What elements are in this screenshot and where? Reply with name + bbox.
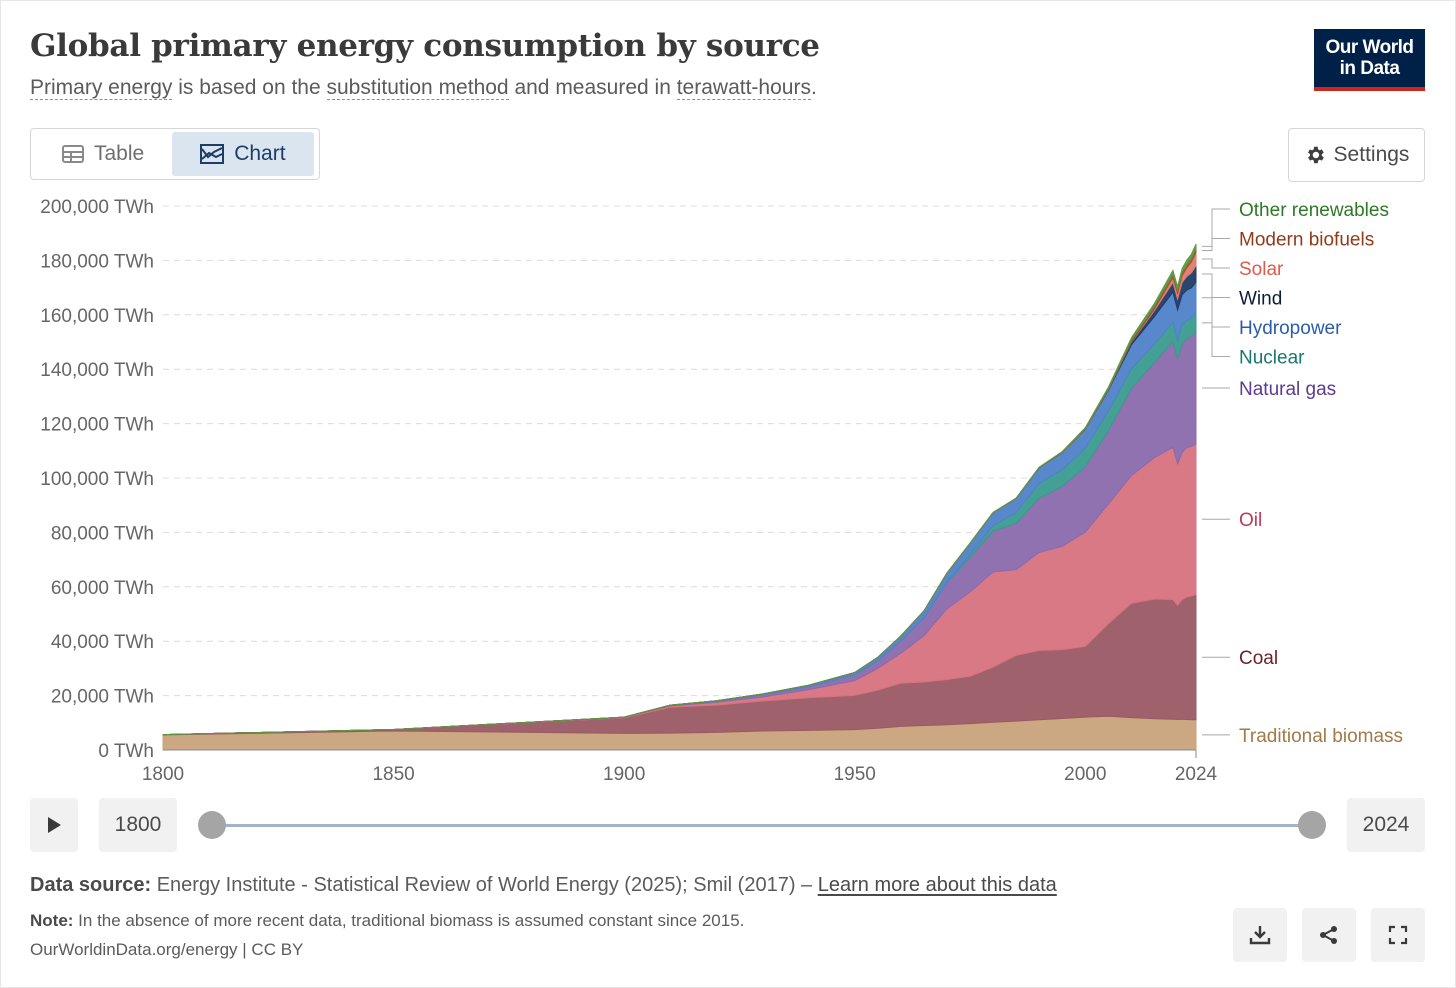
- x-tick-label: 1800: [142, 764, 184, 785]
- legend-label-other-renewables[interactable]: Other renewables: [1239, 200, 1389, 221]
- legend-connector: [1202, 258, 1230, 269]
- subtitle-text-2: and measured in: [508, 76, 677, 99]
- legend-connector: [1202, 297, 1230, 328]
- logo-line-1: Our World: [1325, 37, 1414, 58]
- settings-button[interactable]: Settings: [1288, 128, 1425, 182]
- legend-label-nuclear[interactable]: Nuclear: [1239, 348, 1305, 369]
- legend-connector: [1202, 208, 1230, 247]
- table-icon: [62, 145, 84, 163]
- legend-label-coal[interactable]: Coal: [1239, 648, 1278, 669]
- view-tabs: Table Chart: [30, 128, 320, 180]
- legend-layer: Traditional biomass Coal Oil Natural gas Nuc…: [1202, 200, 1403, 747]
- logo-line-2: in Data: [1339, 58, 1400, 79]
- fullscreen-button[interactable]: [1371, 908, 1425, 962]
- legend-label-natural-gas[interactable]: Natural gas: [1239, 379, 1336, 400]
- x-tick-label: 2024: [1175, 764, 1218, 785]
- y-tick-label: 40,000 TWh: [51, 632, 154, 653]
- x-tick-label: 1950: [834, 764, 876, 785]
- y-tick-label: 0 TWh: [98, 741, 154, 762]
- chart-title: Global primary energy consumption by sou…: [30, 28, 820, 64]
- legend-connector: [1202, 238, 1230, 251]
- tab-chart-label: Chart: [234, 142, 286, 165]
- gear-icon: [1307, 146, 1324, 164]
- tab-chart[interactable]: Chart: [172, 132, 314, 176]
- area-other-renewables[interactable]: [162, 243, 1197, 736]
- play-icon: [48, 817, 61, 833]
- y-tick-label: 80,000 TWh: [51, 523, 154, 544]
- y-tick-label: 100,000 TWh: [40, 469, 154, 490]
- y-tick-label: 140,000 TWh: [40, 360, 154, 381]
- timeline-track[interactable]: [212, 824, 1312, 827]
- tab-table[interactable]: Table: [34, 132, 172, 176]
- timeline-end-handle[interactable]: [1298, 811, 1326, 839]
- y-tick-label: 20,000 TWh: [51, 687, 154, 708]
- timeline-end-year[interactable]: 2024: [1347, 798, 1425, 852]
- timeline-start-handle[interactable]: [198, 811, 226, 839]
- legend-label-traditional-biomass[interactable]: Traditional biomass: [1239, 726, 1403, 747]
- share-icon: [1320, 926, 1337, 944]
- legend-connector: [1202, 273, 1230, 298]
- download-icon: [1249, 926, 1271, 945]
- subtitle-text-3: .: [810, 76, 817, 99]
- legend-connector: [1202, 322, 1230, 357]
- stacked-area-chart: 0 TWh 20,000 TWh 40,000 TWh 60,000 TWh 80,00…: [40, 197, 1403, 785]
- legend-label-modern-biofuels[interactable]: Modern biofuels: [1239, 230, 1374, 251]
- x-tick-label: 1900: [603, 764, 645, 785]
- legend-label-wind[interactable]: Wind: [1239, 289, 1282, 310]
- x-tick-label: 2000: [1064, 764, 1106, 785]
- y-tick-label: 160,000 TWh: [40, 306, 154, 327]
- x-tick-label: 1850: [372, 764, 414, 785]
- credit-line[interactable]: OurWorldinData.org/energy | CC BY: [30, 940, 304, 959]
- terawatt-hours-link[interactable]: terawatt-hours: [676, 76, 811, 100]
- learn-more-link[interactable]: Learn more about this data: [817, 874, 1057, 896]
- legend-label-oil[interactable]: Oil: [1239, 510, 1262, 531]
- tab-table-label: Table: [94, 142, 145, 165]
- legend-label-solar[interactable]: Solar: [1239, 259, 1284, 280]
- download-button[interactable]: [1233, 908, 1287, 962]
- subtitle-text-1: is based on the: [172, 76, 327, 99]
- y-tick-label: 180,000 TWh: [40, 251, 154, 272]
- data-source: Data source: Energy Institute - Statisti…: [30, 874, 1057, 897]
- substitution-method-link[interactable]: substitution method: [326, 76, 509, 100]
- play-button[interactable]: [30, 798, 78, 852]
- area-layer: [162, 243, 1197, 751]
- y-tick-label: 120,000 TWh: [40, 415, 154, 436]
- y-tick-label: 200,000 TWh: [40, 197, 154, 218]
- timeline-start-year[interactable]: 1800: [99, 798, 177, 852]
- share-button[interactable]: [1302, 908, 1356, 962]
- note-label: Note:: [30, 911, 74, 930]
- note-text: In the absence of more recent data, trad…: [73, 911, 745, 930]
- data-source-label: Data source:: [30, 874, 152, 896]
- chart-subtitle: Primary energy is based on the substitut…: [30, 76, 817, 100]
- data-source-text: Energy Institute - Statistical Review of…: [151, 874, 818, 896]
- legend-label-hydropower[interactable]: Hydropower: [1239, 318, 1342, 339]
- fullscreen-icon: [1388, 925, 1408, 945]
- chart-note: Note: In the absence of more recent data…: [30, 911, 744, 931]
- y-tick-label: 60,000 TWh: [51, 578, 154, 599]
- chart-icon: [200, 144, 225, 164]
- settings-label: Settings: [1333, 143, 1410, 166]
- axis-layer: 0 TWh 20,000 TWh 40,000 TWh 60,000 TWh 80,00…: [40, 197, 1217, 785]
- owid-logo[interactable]: Our World in Data: [1314, 29, 1425, 91]
- primary-energy-link[interactable]: Primary energy: [30, 76, 173, 100]
